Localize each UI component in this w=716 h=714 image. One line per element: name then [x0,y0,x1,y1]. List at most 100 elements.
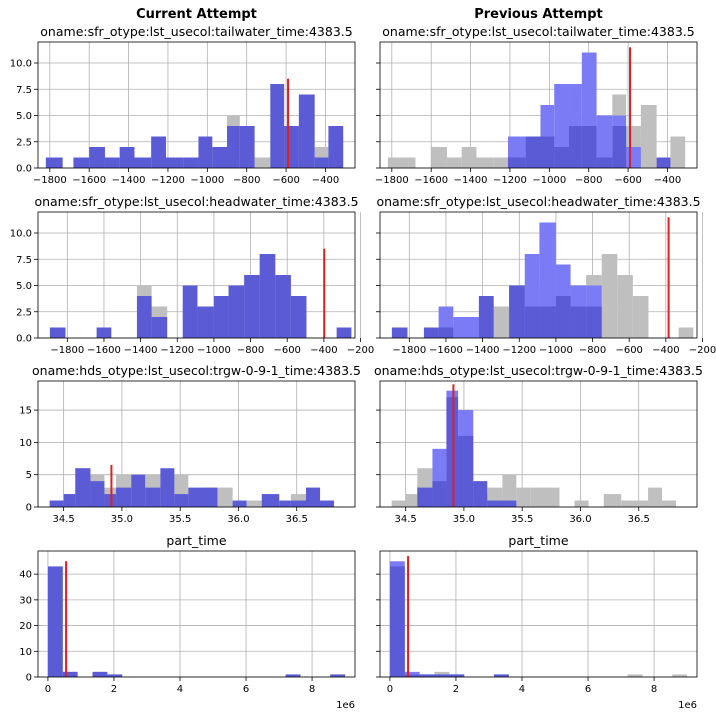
bars [389,561,688,677]
bar-prior [627,674,643,677]
x-tick-label: −1200 [160,345,194,356]
bar-posterior [47,566,63,677]
x-tick-label: −400 [310,345,337,356]
bar-posterior [160,468,175,507]
bar-prior [574,500,589,507]
bar-posterior [259,254,276,338]
bar-prior [601,254,618,338]
x-tick-label: −1800 [375,175,409,186]
y-tick-label: 10 [19,647,32,658]
bar-overlap [581,126,597,168]
x-tick-label: −1600 [72,175,106,186]
bar-posterior [290,296,307,338]
y-tick-label: 10.0 [10,229,32,240]
bar-overlap [389,566,405,677]
bar-overlap [449,674,465,677]
bar-posterior [279,500,291,507]
x-tick-label: 0 [45,684,51,695]
x-tick-label: −1000 [539,345,573,356]
bar-prior [678,327,694,338]
panel-title: oname:sfr_otype:lst_usecol:headwater_tim… [34,194,358,209]
bar-posterior [320,500,335,507]
bar-overlap [555,296,571,338]
panels: oname:sfr_otype:lst_usecol:tailwater_tim… [10,24,716,711]
axes-frame [379,211,698,339]
x-tick-label: −600 [273,345,300,356]
bar-prior [246,500,265,507]
bar-overlap [554,147,570,168]
bar-posterior [174,494,189,507]
bar-posterior [73,157,90,168]
bar-overlap [432,481,447,507]
x-tick-label: 35.0 [111,514,133,525]
x-tick-label: −200 [347,345,374,356]
x-tick-label: 2 [111,684,117,695]
x-tick-label: −1400 [454,175,488,186]
bar-overlap [509,285,525,338]
bar-posterior [213,296,229,338]
axes-frame [37,41,356,169]
bar-overlap [423,327,439,338]
bar-posterior [63,494,76,507]
bar-posterior [275,275,291,338]
bar-prior [662,500,677,507]
x-tick-label: −1800 [50,345,84,356]
panel-3: oname:sfr_otype:lst_usecol:headwater_tim… [376,194,716,356]
axes-frame [37,380,356,508]
y-tick-label: 30 [19,595,32,606]
x-tick-label: −800 [237,345,264,356]
bar-posterior [104,157,120,168]
x-tick-label: −200 [689,345,716,356]
x-tick-label: −1800 [392,345,426,356]
panel-title: oname:sfr_otype:lst_usecol:tailwater_tim… [382,24,694,39]
bar-posterior [239,126,255,168]
y-tick-label: 2.5 [16,137,32,148]
bar-posterior [328,126,344,168]
bar-posterior [336,327,352,338]
bar-posterior [92,671,108,677]
bar-prior [391,500,406,507]
x-tick-label: −600 [615,345,642,356]
bar-overlap [446,397,459,507]
bar-posterior [596,115,613,168]
bar-posterior [151,136,166,168]
panel-title: part_time [166,533,226,548]
panel-5: oname:hds_otype:lst_usecol:trgw-0-9-1_ti… [374,363,703,525]
axes-frame [379,380,698,508]
bar-prior [672,674,688,677]
bar-posterior [96,327,112,338]
bar-prior [632,500,649,507]
bar-overlap [434,674,450,677]
bar-overlap [391,327,408,338]
bar-posterior [227,126,240,168]
bar-overlap [404,674,420,677]
panel-title: oname:hds_otype:lst_usecol:trgw-0-9-1_ti… [374,363,703,378]
axes-frame [379,41,698,169]
bar-prior [632,296,649,338]
bar-posterior [75,468,91,507]
x-tick-label: 36.5 [628,514,650,525]
bar-posterior [116,487,132,507]
bar-posterior [119,147,135,168]
bar-overlap [656,157,671,168]
x-tick-label: −400 [654,175,681,186]
bars [391,222,694,338]
panel-2: oname:sfr_otype:lst_usecol:headwater_tim… [10,194,374,356]
x-tick-label: 35.5 [169,514,191,525]
x-tick-label: −1600 [429,345,463,356]
bar-posterior [285,674,301,677]
bar-prior [530,487,560,507]
bar-overlap [612,126,627,168]
x-tick-label: 4 [519,684,525,695]
bar-posterior [183,157,199,168]
bar-prior [640,105,657,168]
bars [47,566,346,677]
bar-prior [405,494,418,507]
bar-posterior [165,157,184,168]
bar-posterior [49,327,66,338]
bars [49,254,352,338]
bar-posterior [626,147,641,168]
x-tick-label: −800 [233,175,260,186]
x-tick-label: 36.0 [569,514,591,525]
